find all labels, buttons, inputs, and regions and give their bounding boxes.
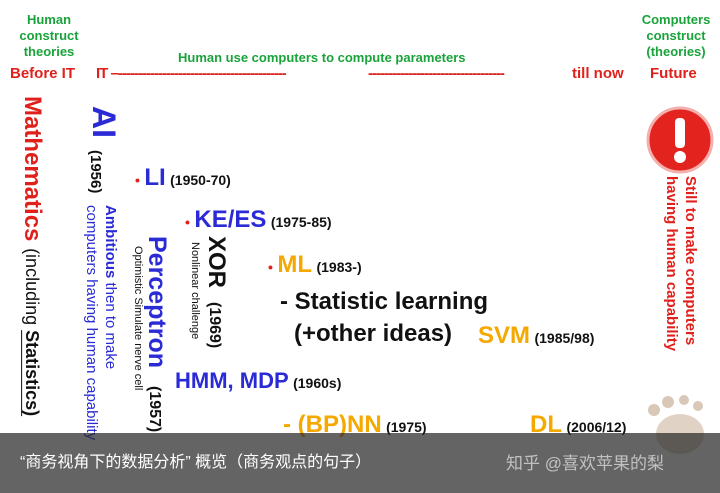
item: • LI (1950-70) xyxy=(135,166,231,190)
item-name: DL xyxy=(530,411,562,438)
timeline-future: Future xyxy=(650,65,697,82)
perceptron-note: Optimistic Simulate nerve cell xyxy=(132,246,144,391)
note-line: Computers xyxy=(641,12,711,27)
stat-line: (+other ideas) xyxy=(294,320,453,347)
timeline-dashes: ---------------------------------- xyxy=(368,65,505,82)
xor-title: XOR xyxy=(203,236,230,289)
right-note: Computers construct (theories) xyxy=(636,12,716,60)
right-column: Still to make computers having human cap… xyxy=(662,176,700,351)
item: • ML (1983-) xyxy=(268,253,362,277)
item-date: (1950-70) xyxy=(170,172,231,188)
perceptron-title: Perceptron xyxy=(143,236,171,368)
item-name: SVM xyxy=(478,322,531,349)
bullet: • xyxy=(185,214,190,230)
item-name: ML xyxy=(277,251,313,278)
item-name: KE/ES xyxy=(194,206,267,233)
stat-line: - Statistic learning xyxy=(280,288,489,315)
timeline-it: IT –------------------------------------… xyxy=(96,65,287,82)
right-line: Still to make computers xyxy=(682,176,699,346)
item: • KE/ES (1975-85) xyxy=(185,208,332,232)
item-name: HMM, MDP xyxy=(175,368,289,393)
item: DL (2006/12) xyxy=(530,413,626,437)
left-note: Human construct theories xyxy=(14,12,84,60)
timeline-now: till now xyxy=(572,65,624,82)
note-line: Human xyxy=(26,12,72,27)
item-date: (1985/98) xyxy=(534,330,595,346)
watermark: 知乎 @喜欢苹果的梨 xyxy=(506,454,664,473)
item-name: LI xyxy=(144,164,166,191)
warning-icon xyxy=(646,106,714,174)
math-stats: Statistics) xyxy=(22,330,42,417)
note-line: theories xyxy=(23,44,75,59)
item-date: (1975) xyxy=(386,419,427,435)
ai-year: (1956) xyxy=(87,150,104,194)
item: SVM (1985/98) xyxy=(478,324,594,348)
perceptron-year: (1957) xyxy=(146,386,163,433)
timeline-before: Before IT xyxy=(10,65,76,82)
math-title: Mathematics xyxy=(19,96,46,242)
item: HMM, MDP (1960s) xyxy=(175,370,341,392)
note-line: construct xyxy=(646,28,706,43)
item-date: (1983-) xyxy=(316,259,362,275)
item: - (BP)NN (1975) xyxy=(283,413,427,437)
math-column: Mathematics (including Statistics) xyxy=(19,96,46,417)
note-line: (theories) xyxy=(646,44,706,59)
item-date: (1975-85) xyxy=(270,214,332,230)
bullet: • xyxy=(135,172,140,188)
bullet: • xyxy=(268,259,273,275)
banner: Human use computers to compute parameter… xyxy=(178,50,466,65)
ai-word: Ambitious xyxy=(102,205,119,279)
ai-text: then to make xyxy=(102,278,119,370)
xor-year: (1969) xyxy=(206,302,223,349)
item-date: (1960s) xyxy=(293,375,342,391)
math-note: (including xyxy=(22,248,42,331)
right-line: having human capability xyxy=(663,176,680,352)
xor-note: Nonlinear challenge xyxy=(189,242,201,340)
ai-title: AI xyxy=(86,106,122,138)
item-name: - (BP)NN xyxy=(283,411,382,438)
ai-line: computers having human capability xyxy=(83,205,100,441)
ai-line: Ambitious then to make xyxy=(102,205,119,370)
caption-bar xyxy=(0,433,720,493)
item-date: (2006/12) xyxy=(566,419,627,435)
note-line: construct xyxy=(19,28,79,43)
caption: “商务视角下的数据分析” 概览（商务观点的句子） xyxy=(20,454,372,471)
